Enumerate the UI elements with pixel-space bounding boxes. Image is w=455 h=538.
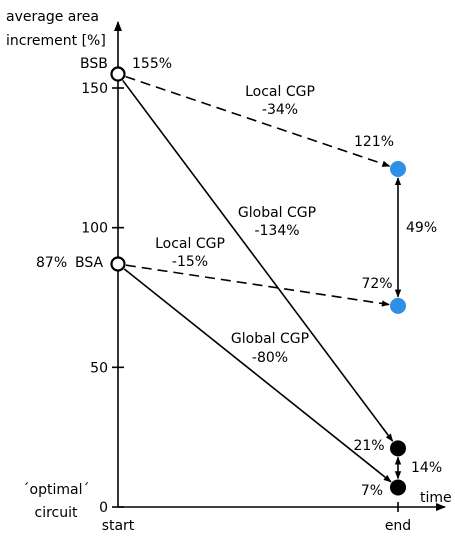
end-21-label: 21% — [353, 438, 384, 454]
start-point-bsa — [110, 256, 126, 272]
gap-14-label: 14% — [411, 460, 442, 476]
y-tick-label: 100 — [81, 221, 108, 237]
end-point — [390, 440, 406, 457]
x-axis-title: time — [420, 490, 452, 506]
global-cgp-bsb-label: Global CGP — [238, 205, 316, 221]
end-121-label: 121% — [354, 134, 394, 150]
data-points — [110, 66, 406, 496]
y-axis-title: average area — [6, 9, 99, 25]
local-cgp-arrow — [125, 264, 390, 307]
local-cgp-bsb-change: -34% — [262, 102, 298, 118]
bsb-value-label: 155% — [132, 56, 172, 72]
global-cgp-bsa-label: Global CGP — [231, 331, 309, 347]
x-tick-end: end — [385, 518, 411, 534]
bsa-name-label: BSA — [75, 255, 104, 271]
local-cgp-bsb-label: Local CGP — [245, 84, 315, 100]
bsb-name-label: BSB — [80, 56, 108, 72]
global-cgp-bsb-change: -134% — [254, 223, 299, 239]
global-cgp-arrow — [122, 79, 394, 442]
global-cgp-arrow — [123, 268, 392, 483]
y-tick-label: 150 — [81, 81, 108, 97]
optimal-label-line2: circuit — [35, 505, 78, 521]
end-point — [390, 297, 406, 314]
y-ticks: 0 50 100 150 — [81, 81, 124, 516]
y-tick-label: 0 — [99, 500, 108, 516]
y-axis-title-line2: increment [%] — [6, 33, 106, 49]
local-cgp-arrow — [125, 75, 391, 167]
end-point — [390, 479, 406, 496]
end-7-label: 7% — [361, 483, 383, 499]
global-cgp-bsa-change: -80% — [252, 350, 288, 366]
local-cgp-bsa-label: Local CGP — [155, 236, 225, 252]
local-cgp-bsa-change: -15% — [172, 254, 208, 270]
bsa-value-label: 87% — [36, 255, 67, 271]
x-tick-start: start — [102, 518, 135, 534]
transition-lines — [122, 75, 394, 483]
end-point — [390, 161, 406, 178]
y-tick-label: 50 — [90, 360, 108, 376]
optimal-label: ´optimal´ — [23, 482, 90, 498]
start-point-bsb — [110, 66, 126, 82]
gap-49-label: 49% — [406, 220, 437, 236]
end-72-label: 72% — [361, 276, 392, 292]
